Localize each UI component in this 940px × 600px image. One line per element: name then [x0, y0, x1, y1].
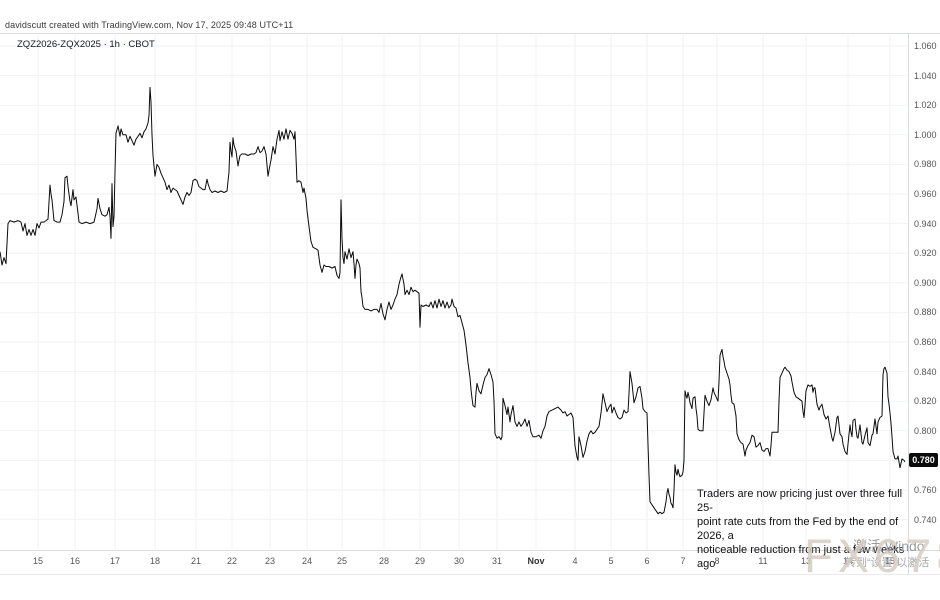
price-axis-label: 1.060 — [914, 41, 937, 51]
time-axis-label: 25 — [336, 556, 348, 566]
price-axis-label: 0.960 — [914, 189, 937, 199]
price-axis-label: 0.880 — [914, 307, 937, 318]
time-axis-label: Nov — [527, 556, 545, 566]
annotation-text: Traders are now pricing just over three … — [697, 488, 905, 570]
time-axis-label: 29 — [414, 556, 426, 566]
price-line-series — [0, 86, 906, 515]
time-axis-label: 8 — [714, 556, 720, 566]
time-axis-label: 7 — [680, 556, 686, 566]
time-axis-label: 23 — [264, 556, 276, 566]
time-axis-label: 28 — [378, 556, 390, 566]
header-divider — [0, 33, 940, 34]
price-axis-label: 0.820 — [914, 396, 937, 407]
time-axis-label: 13 — [800, 556, 812, 566]
time-axis-label: 14 — [842, 556, 854, 566]
price-axis-label: 0.840 — [914, 366, 937, 377]
time-axis-label: 18 — [149, 556, 161, 566]
price-axis-label: 0.900 — [914, 277, 937, 288]
time-axis-label: 24 — [301, 556, 313, 566]
price-axis-label: 0.940 — [914, 218, 937, 229]
price-axis-label: 0.760 — [914, 485, 937, 495]
windows-activation-watermark-line2: 转到“设置”以激活 — [845, 557, 930, 569]
price-axis-label: 1.020 — [914, 100, 937, 111]
price-axis-label: 1.040 — [914, 70, 937, 81]
attribution-text: davidscutt created with TradingView.com,… — [5, 20, 294, 30]
time-axis-label: 31 — [491, 556, 503, 566]
time-axis-label: 11 — [758, 556, 768, 566]
price-axis-label: 0.980 — [914, 159, 937, 170]
last-price-tag: 0.780 — [909, 453, 938, 468]
time-axis-label: 22 — [226, 556, 238, 566]
price-axis-label: 0.860 — [914, 337, 937, 347]
price-axis-label: 0.800 — [914, 425, 937, 436]
time-axis-label: 15 — [884, 556, 896, 566]
time-axis-label: 30 — [453, 556, 465, 566]
time-axis-label: 5 — [608, 556, 614, 566]
chart-legend[interactable]: ZQZ2026-ZQX2025 · 1h · CBOT — [17, 39, 155, 50]
time-axis-label: 16 — [69, 556, 81, 566]
price-axis-label: 0.920 — [914, 248, 937, 259]
fx678-watermark: FX678 — [804, 529, 940, 582]
price-axis-label: 0.740 — [914, 514, 937, 525]
price-axis-divider — [908, 33, 909, 574]
price-axis-label: 1.000 — [914, 129, 937, 140]
time-axis-label: 4 — [572, 556, 578, 566]
time-axis-label: 17 — [109, 556, 121, 566]
time-axis-label: 15 — [32, 556, 44, 566]
windows-activation-watermark-line1: 激活 Windo — [853, 538, 925, 554]
time-axis-label: 21 — [190, 556, 202, 566]
time-axis-divider — [0, 550, 940, 551]
time-axis-label: 6 — [644, 556, 650, 566]
time-axis-bottom-divider — [0, 574, 940, 575]
